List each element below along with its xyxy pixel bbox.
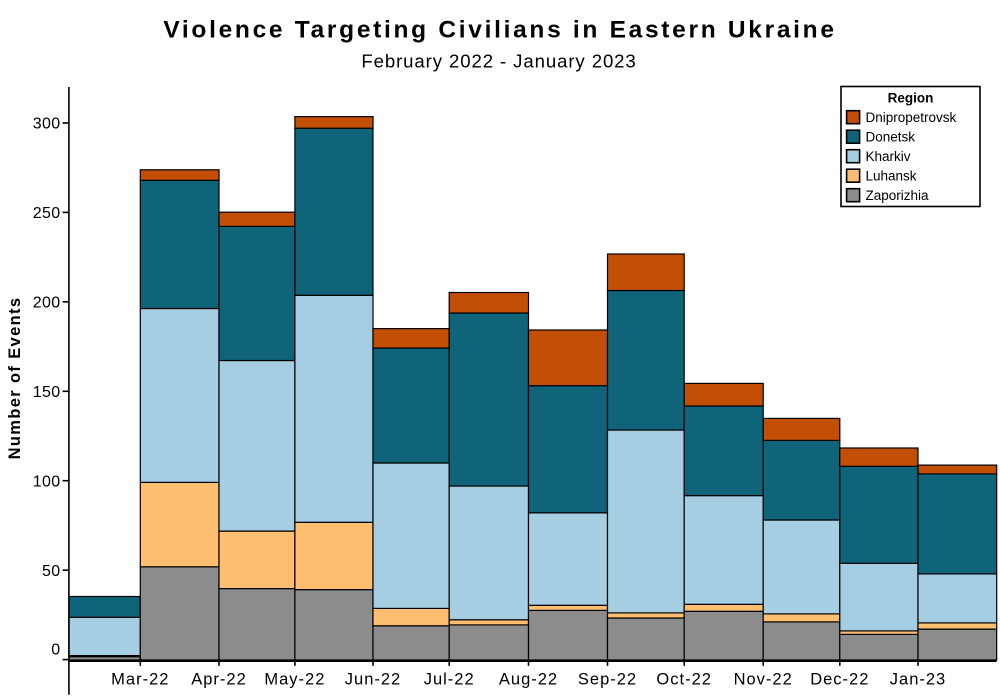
- svg-text:Violence Targeting Civilians i: Violence Targeting Civilians in Eastern …: [163, 16, 836, 43]
- svg-text:150: 150: [33, 384, 61, 401]
- svg-text:Dnipropetrovsk: Dnipropetrovsk: [866, 110, 957, 125]
- svg-text:Nov-22: Nov-22: [734, 670, 793, 688]
- svg-text:250: 250: [33, 205, 61, 222]
- svg-text:50: 50: [42, 563, 61, 580]
- svg-text:Sep-22: Sep-22: [578, 670, 637, 688]
- svg-text:300: 300: [33, 116, 61, 133]
- svg-text:Apr-22: Apr-22: [191, 670, 247, 688]
- svg-text:Number of Events: Number of Events: [6, 297, 24, 460]
- svg-text:Oct-22: Oct-22: [656, 670, 712, 688]
- svg-text:Donetsk: Donetsk: [866, 129, 916, 144]
- svg-text:Zaporizhia: Zaporizhia: [866, 188, 930, 203]
- svg-text:0: 0: [51, 642, 60, 659]
- svg-text:Region: Region: [888, 90, 934, 105]
- svg-text:100: 100: [33, 473, 61, 490]
- svg-text:Luhansk: Luhansk: [866, 168, 917, 183]
- svg-text:Jun-22: Jun-22: [345, 670, 401, 688]
- svg-text:200: 200: [33, 294, 61, 311]
- svg-text:Mar-22: Mar-22: [111, 670, 169, 688]
- svg-text:Jul-22: Jul-22: [424, 670, 475, 688]
- svg-text:Dec-22: Dec-22: [810, 670, 869, 688]
- svg-text:Jan-23: Jan-23: [890, 670, 946, 688]
- svg-text:Kharkiv: Kharkiv: [866, 149, 911, 164]
- svg-text:Aug-22: Aug-22: [499, 670, 558, 688]
- svg-text:May-22: May-22: [264, 670, 325, 688]
- svg-text:February 2022 - January 2023: February 2022 - January 2023: [361, 51, 636, 72]
